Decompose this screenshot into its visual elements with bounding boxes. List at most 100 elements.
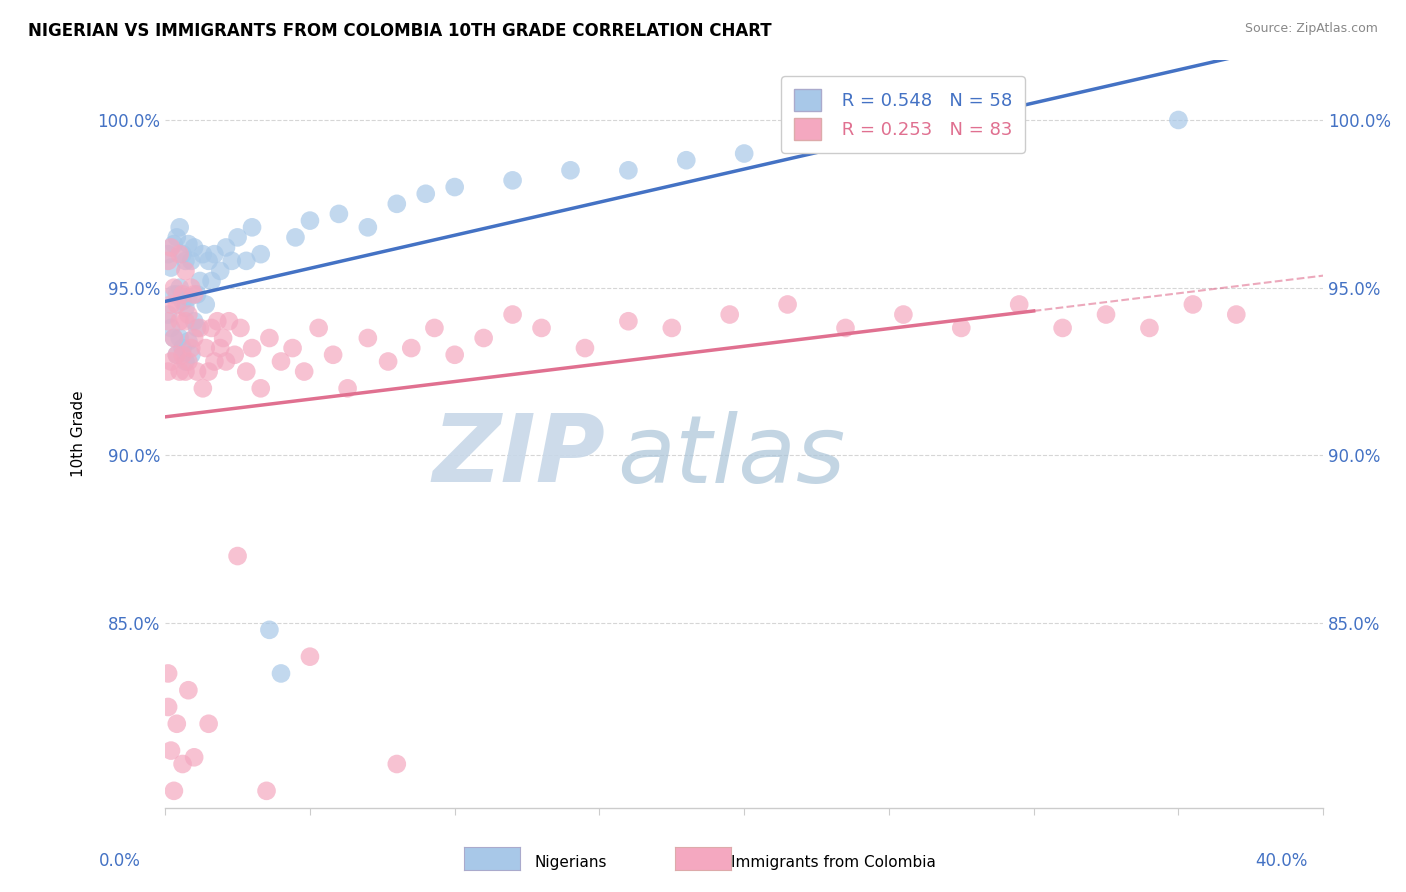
Point	[1095, 308, 1118, 322]
Point	[308, 321, 330, 335]
Point	[194, 297, 217, 311]
Point	[401, 341, 423, 355]
Point	[183, 287, 205, 301]
Point	[172, 341, 194, 355]
Point	[197, 716, 219, 731]
Point	[270, 666, 292, 681]
Point	[292, 365, 315, 379]
Point	[834, 321, 856, 335]
Point	[443, 180, 465, 194]
Point	[163, 784, 186, 798]
Point	[186, 365, 208, 379]
Point	[180, 341, 202, 355]
Point	[215, 240, 238, 254]
Point	[281, 341, 304, 355]
Point	[174, 253, 197, 268]
Point	[502, 173, 524, 187]
Point	[965, 127, 987, 141]
Point	[160, 743, 183, 757]
Point	[191, 381, 214, 395]
Point	[377, 354, 399, 368]
Point	[249, 381, 271, 395]
Point	[357, 220, 380, 235]
Point	[160, 240, 183, 254]
Point	[776, 297, 799, 311]
Point	[661, 321, 683, 335]
Point	[166, 297, 188, 311]
Point	[183, 331, 205, 345]
Legend:  R = 0.548   N = 58,  R = 0.253   N = 83: R = 0.548 N = 58, R = 0.253 N = 83	[782, 76, 1025, 153]
Point	[893, 308, 915, 322]
Point	[197, 365, 219, 379]
Point	[174, 301, 197, 315]
Point	[163, 331, 186, 345]
Point	[240, 220, 263, 235]
Point	[160, 260, 183, 275]
Point	[328, 207, 350, 221]
Point	[172, 287, 194, 301]
Point	[191, 247, 214, 261]
Point	[212, 331, 235, 345]
Text: Nigerians: Nigerians	[534, 855, 607, 870]
Point	[157, 666, 180, 681]
Point	[180, 348, 202, 362]
Point	[249, 247, 271, 261]
Point	[256, 784, 278, 798]
Point	[385, 757, 408, 772]
Y-axis label: 10th Grade: 10th Grade	[72, 391, 86, 477]
Point	[240, 341, 263, 355]
Point	[322, 348, 344, 362]
Point	[215, 354, 238, 368]
Point	[160, 297, 183, 311]
Point	[950, 321, 973, 335]
Point	[675, 153, 697, 168]
Point	[177, 291, 200, 305]
Text: ZIP: ZIP	[433, 410, 605, 502]
Point	[177, 334, 200, 349]
Point	[298, 213, 321, 227]
Point	[209, 341, 232, 355]
Point	[160, 354, 183, 368]
Point	[200, 321, 222, 335]
Point	[157, 308, 180, 322]
Point	[849, 133, 872, 147]
Point	[336, 381, 359, 395]
Point	[502, 308, 524, 322]
Text: atlas: atlas	[617, 410, 845, 501]
Point	[204, 354, 226, 368]
Point	[617, 314, 640, 328]
Point	[1225, 308, 1247, 322]
Point	[259, 331, 281, 345]
Point	[174, 365, 197, 379]
Point	[177, 237, 200, 252]
Text: NIGERIAN VS IMMIGRANTS FROM COLOMBIA 10TH GRADE CORRELATION CHART: NIGERIAN VS IMMIGRANTS FROM COLOMBIA 10T…	[28, 22, 772, 40]
Point	[174, 314, 197, 328]
Point	[177, 308, 200, 322]
Point	[169, 247, 191, 261]
Point	[174, 354, 197, 368]
Point	[235, 365, 257, 379]
Point	[169, 314, 191, 328]
Point	[226, 549, 249, 563]
Point	[207, 314, 229, 328]
Point	[166, 348, 188, 362]
Point	[204, 247, 226, 261]
Point	[560, 163, 582, 178]
Point	[160, 321, 183, 335]
Point	[166, 716, 188, 731]
Point	[163, 281, 186, 295]
Point	[172, 757, 194, 772]
Point	[218, 314, 240, 328]
Point	[718, 308, 741, 322]
Point	[574, 341, 596, 355]
Point	[188, 274, 211, 288]
Point	[166, 287, 188, 301]
Point	[298, 649, 321, 664]
Point	[157, 253, 180, 268]
Point	[166, 348, 188, 362]
Point	[617, 163, 640, 178]
Point	[224, 348, 246, 362]
Point	[172, 348, 194, 362]
Text: Immigrants from Colombia: Immigrants from Colombia	[731, 855, 936, 870]
Point	[733, 146, 755, 161]
